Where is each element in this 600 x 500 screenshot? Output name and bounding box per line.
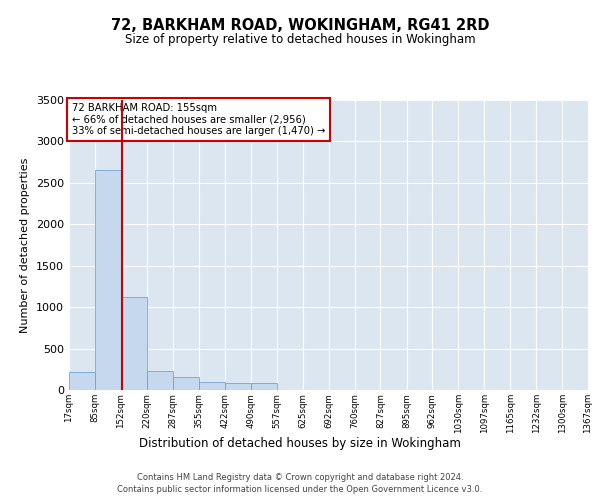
Text: 72 BARKHAM ROAD: 155sqm
← 66% of detached houses are smaller (2,956)
33% of semi: 72 BARKHAM ROAD: 155sqm ← 66% of detache… [71, 103, 325, 136]
Text: Contains public sector information licensed under the Open Government Licence v3: Contains public sector information licen… [118, 485, 482, 494]
Bar [69, 372, 95, 390]
Bar [173, 376, 199, 390]
Bar [121, 297, 147, 390]
Y-axis label: Number of detached properties: Number of detached properties [20, 158, 31, 332]
Bar [251, 384, 277, 390]
Bar [199, 382, 224, 390]
Bar [147, 371, 173, 390]
Text: Contains HM Land Registry data © Crown copyright and database right 2024.: Contains HM Land Registry data © Crown c… [137, 472, 463, 482]
Text: Size of property relative to detached houses in Wokingham: Size of property relative to detached ho… [125, 32, 475, 46]
Text: Distribution of detached houses by size in Wokingham: Distribution of detached houses by size … [139, 438, 461, 450]
Text: 72, BARKHAM ROAD, WOKINGHAM, RG41 2RD: 72, BARKHAM ROAD, WOKINGHAM, RG41 2RD [111, 18, 489, 32]
Bar [95, 170, 121, 390]
Bar [224, 382, 251, 390]
